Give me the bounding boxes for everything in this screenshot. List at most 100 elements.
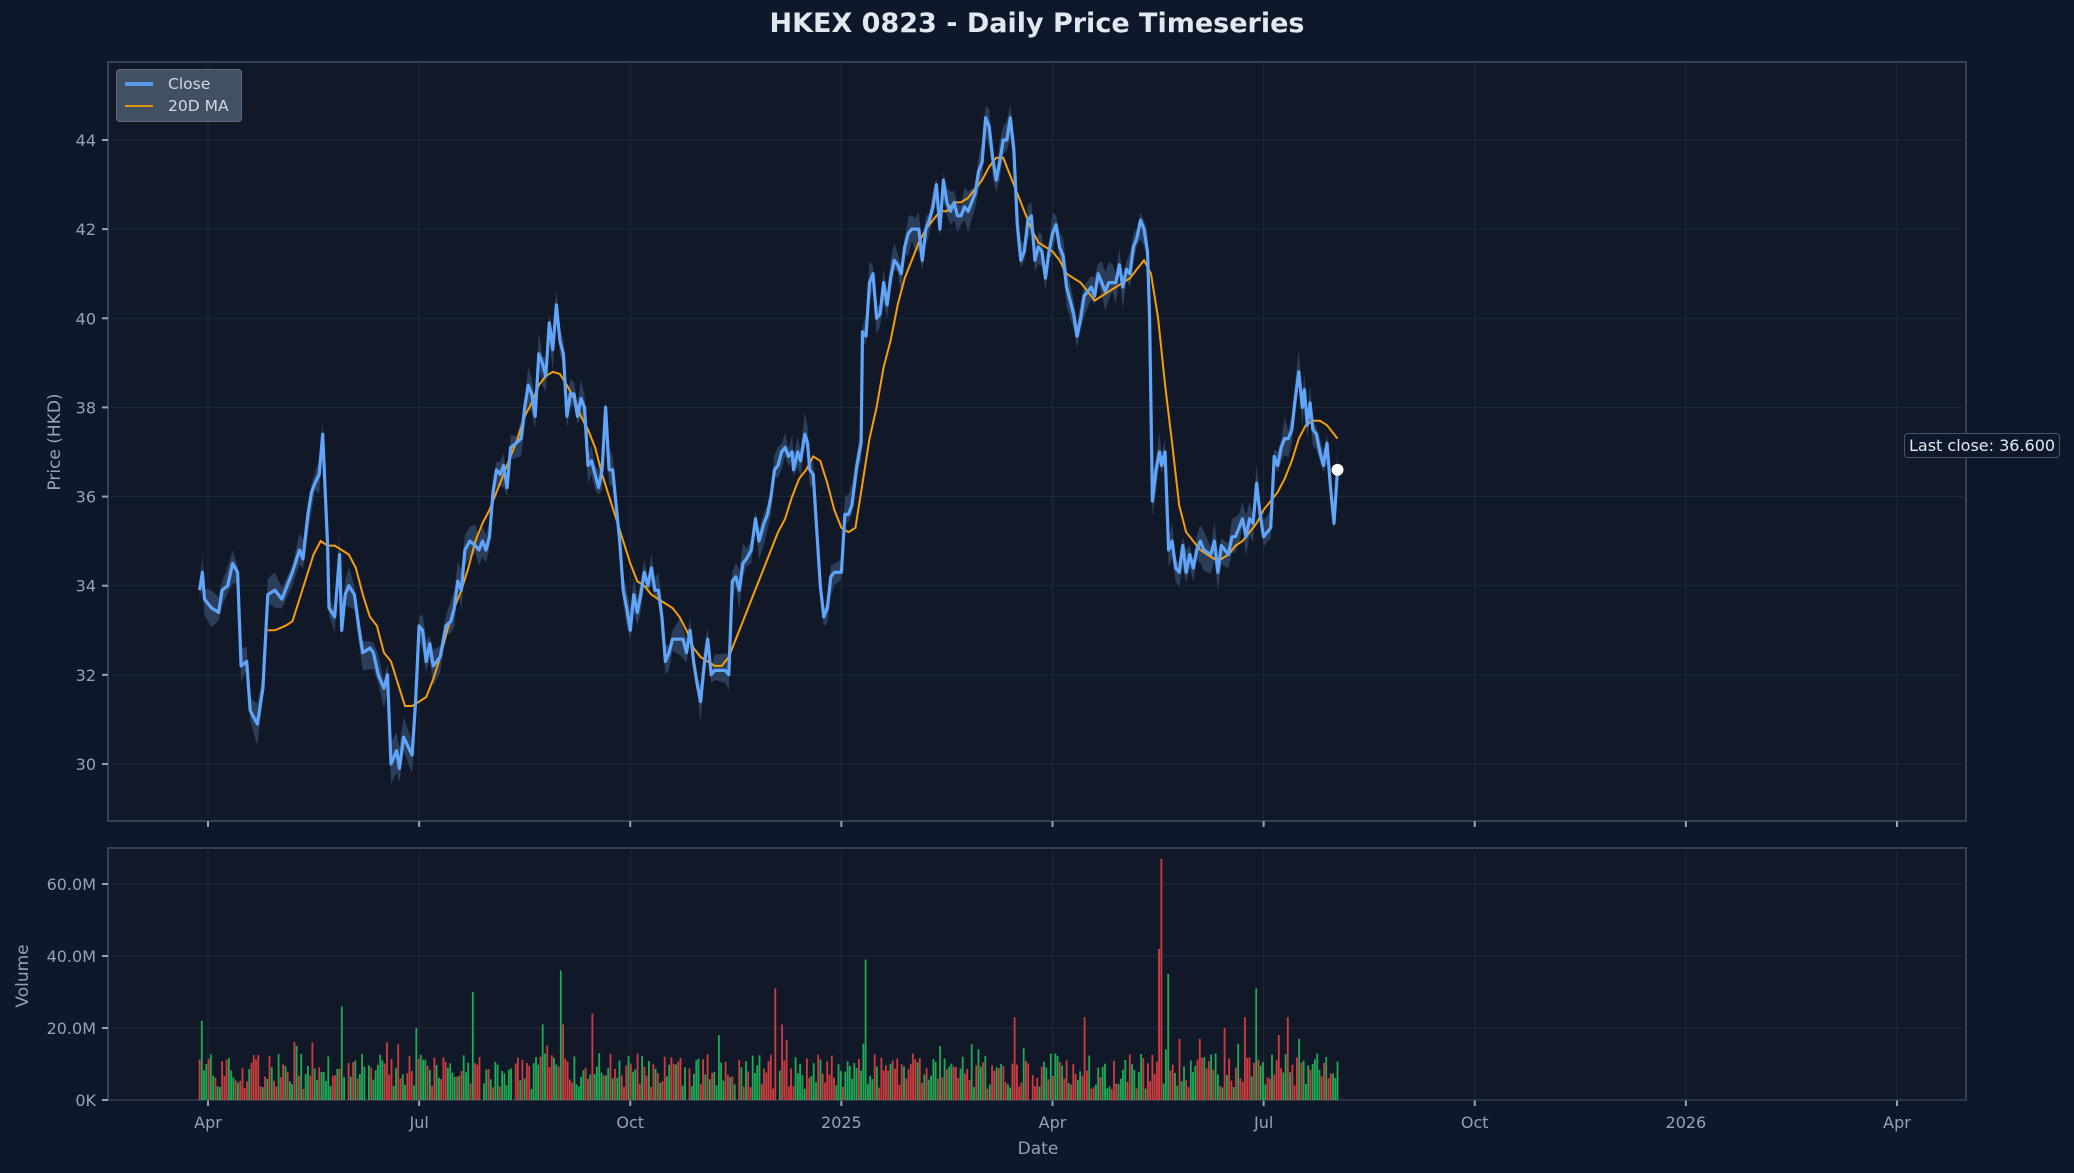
volume-bar bbox=[1070, 1084, 1072, 1100]
volume-bar bbox=[756, 1065, 759, 1100]
volume-bar bbox=[460, 1070, 463, 1100]
volume-bar bbox=[718, 1035, 720, 1100]
volume-bar bbox=[607, 1068, 610, 1100]
volume-bar bbox=[587, 1078, 589, 1100]
volume-bar bbox=[1153, 1074, 1156, 1100]
volume-bar bbox=[1316, 1053, 1319, 1100]
volume-bar bbox=[1165, 1049, 1167, 1100]
x-axis-label: Date bbox=[1018, 1139, 1059, 1159]
volume-bar bbox=[1241, 1081, 1244, 1100]
volume-bar bbox=[462, 1055, 465, 1100]
volume-bar bbox=[1162, 1083, 1165, 1100]
volume-bar bbox=[1158, 948, 1160, 1100]
volume-bar bbox=[1223, 1028, 1226, 1100]
volume-bar bbox=[925, 1067, 928, 1100]
volume-bar bbox=[634, 1069, 637, 1100]
volume-bar bbox=[329, 1086, 332, 1100]
volume-bar bbox=[1099, 1077, 1102, 1100]
volume-bar bbox=[1058, 1061, 1061, 1100]
volume-bar bbox=[399, 1078, 402, 1100]
volume-bar bbox=[668, 1064, 671, 1100]
volume-bar bbox=[383, 1063, 386, 1100]
price-axes-frame bbox=[107, 61, 1967, 822]
volume-bar bbox=[1174, 1073, 1176, 1100]
volume-bar bbox=[943, 1058, 946, 1100]
volume-bar bbox=[611, 1078, 614, 1100]
volume-bar bbox=[706, 1054, 709, 1100]
volume-bar bbox=[1235, 1067, 1237, 1100]
volume-bar bbox=[591, 1013, 594, 1100]
volume-bar bbox=[1171, 1064, 1174, 1100]
volume-bar bbox=[219, 1087, 221, 1100]
volume-bar bbox=[340, 1006, 343, 1100]
volume-bar bbox=[1083, 1017, 1086, 1100]
volume-bar bbox=[291, 1084, 293, 1100]
volume-bar bbox=[745, 1061, 747, 1100]
volume-bar bbox=[295, 1046, 298, 1100]
volume-bar bbox=[808, 1077, 811, 1100]
volume-bar bbox=[1289, 1072, 1291, 1100]
volume-bar bbox=[774, 988, 777, 1100]
volume-bar bbox=[1329, 1073, 1332, 1100]
volume-bar bbox=[934, 1061, 937, 1100]
volume-bar bbox=[349, 1076, 352, 1100]
volume-bar bbox=[711, 1073, 713, 1100]
volume-bar bbox=[997, 1068, 1000, 1100]
volume-bar bbox=[489, 1079, 492, 1100]
volume-bar bbox=[704, 1074, 707, 1100]
volume-bar bbox=[508, 1069, 510, 1100]
volume-bar bbox=[243, 1088, 246, 1100]
volume-bar bbox=[1205, 1068, 1208, 1100]
volume-bar bbox=[1117, 1083, 1120, 1100]
volume-bar bbox=[580, 1076, 582, 1100]
volume-bar bbox=[1110, 1089, 1113, 1100]
volume-bar bbox=[374, 1070, 377, 1100]
volume-bar bbox=[638, 1083, 641, 1100]
x-tick-label: 2026 bbox=[1666, 1113, 1707, 1132]
volume-bar bbox=[304, 1074, 307, 1100]
volume-bar bbox=[1314, 1059, 1316, 1100]
volume-bar bbox=[1217, 1074, 1219, 1100]
price-ytick-label: 30 bbox=[76, 755, 96, 774]
price-ytick-label: 38 bbox=[76, 398, 96, 417]
volume-bar bbox=[991, 1065, 993, 1100]
volume-bar bbox=[1311, 1064, 1314, 1100]
volume-bar bbox=[359, 1073, 361, 1100]
volume-bar bbox=[760, 1083, 763, 1100]
volume-bar bbox=[1336, 1061, 1339, 1100]
volume-bar bbox=[763, 1068, 765, 1100]
volume-bar bbox=[261, 1087, 264, 1100]
volume-bar bbox=[993, 1070, 996, 1100]
volume-bar bbox=[1002, 1066, 1005, 1100]
volume-bar bbox=[537, 1064, 540, 1100]
volume-bar bbox=[695, 1060, 698, 1100]
volume-bar bbox=[636, 1053, 639, 1100]
volume-bar bbox=[900, 1064, 903, 1100]
volume-bar bbox=[1280, 1068, 1282, 1100]
volume-bar bbox=[553, 1057, 555, 1100]
volume-bar bbox=[885, 1065, 887, 1100]
volume-bar bbox=[426, 1065, 429, 1100]
volume-bar bbox=[442, 1057, 445, 1100]
volume-bar bbox=[478, 1057, 481, 1100]
volume-bar bbox=[855, 1067, 858, 1100]
volume-bar bbox=[336, 1068, 339, 1100]
volume-bar bbox=[898, 1084, 901, 1100]
volume-bar bbox=[381, 1060, 384, 1100]
volume-bar bbox=[1115, 1083, 1118, 1100]
volume-bar bbox=[1232, 1087, 1235, 1100]
volume-bar bbox=[1160, 858, 1163, 1100]
volume-bar bbox=[1277, 1035, 1280, 1100]
volume-bar bbox=[1149, 1081, 1151, 1100]
volume-bar bbox=[609, 1053, 612, 1100]
x-tick-label: Oct bbox=[1461, 1113, 1489, 1132]
volume-bar bbox=[659, 1082, 662, 1100]
volume-bar bbox=[223, 1075, 226, 1100]
volume-bar bbox=[918, 1058, 921, 1100]
volume-bar bbox=[252, 1055, 255, 1100]
volume-bar bbox=[627, 1055, 630, 1100]
volume-bar bbox=[1101, 1066, 1104, 1100]
volume-bar bbox=[435, 1065, 438, 1100]
volume-bar bbox=[1323, 1062, 1325, 1100]
volume-bar bbox=[566, 1061, 569, 1100]
